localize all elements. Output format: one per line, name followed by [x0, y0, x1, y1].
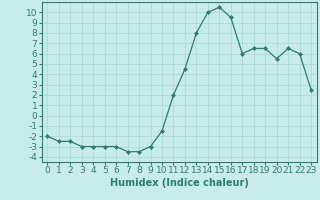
X-axis label: Humidex (Indice chaleur): Humidex (Indice chaleur) [110, 178, 249, 188]
